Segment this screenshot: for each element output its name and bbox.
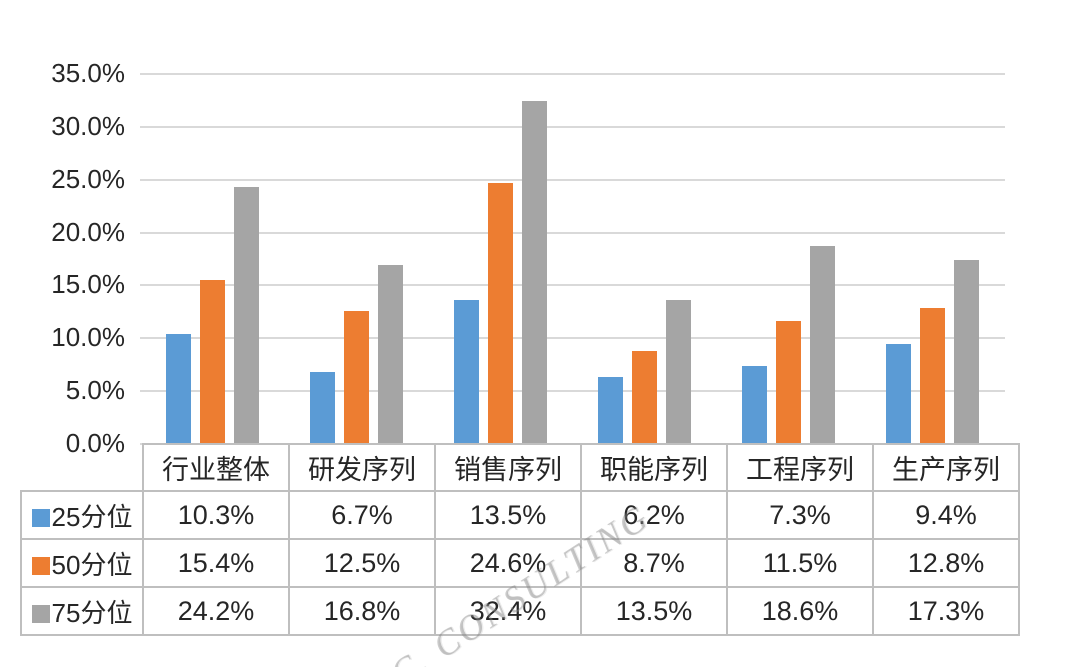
category-header: 生产序列 bbox=[872, 443, 1020, 492]
y-axis-tick-label: 25.0% bbox=[51, 163, 125, 194]
table-corner-empty bbox=[21, 444, 143, 491]
value-cell: 9.4% bbox=[872, 490, 1020, 540]
table-row: 25分位 10.3% 6.7% 13.5% 6.2% 7.3% 9.4% bbox=[20, 490, 1020, 540]
value-cell: 13.5% bbox=[580, 586, 728, 636]
value-cell: 17.3% bbox=[872, 586, 1020, 636]
bar-75分位 bbox=[377, 265, 403, 443]
y-axis-tick-label: 10.0% bbox=[51, 322, 125, 353]
category-header: 研发序列 bbox=[288, 443, 436, 492]
bar-25分位 bbox=[309, 372, 335, 443]
gridline bbox=[140, 390, 1005, 393]
bar-group bbox=[284, 73, 428, 443]
gridline bbox=[140, 73, 1005, 75]
gridline bbox=[140, 231, 1005, 234]
value-cell: 7.3% bbox=[726, 490, 874, 540]
bar-75分位 bbox=[810, 246, 836, 443]
value-cell: 18.6% bbox=[726, 586, 874, 636]
category-header: 行业整体 bbox=[142, 443, 290, 492]
value-cell: 15.4% bbox=[142, 538, 290, 588]
value-cell: 6.2% bbox=[580, 490, 728, 540]
gridline bbox=[140, 125, 1005, 128]
bar-25分位 bbox=[742, 365, 768, 443]
y-axis-tick-label: 30.0% bbox=[51, 110, 125, 141]
y-axis-tick-label: 0.0% bbox=[65, 428, 125, 458]
value-cell: 13.5% bbox=[434, 490, 582, 540]
gridline bbox=[140, 284, 1005, 287]
y-axis-tick-label: 15.0% bbox=[51, 269, 125, 300]
category-header: 工程序列 bbox=[726, 443, 874, 492]
legend-key-icon bbox=[31, 604, 50, 623]
plot-area bbox=[140, 73, 1005, 445]
legend-key-icon bbox=[31, 508, 50, 527]
category-header: 销售序列 bbox=[434, 443, 582, 492]
legend-key-icon bbox=[31, 556, 50, 575]
series-name: 75分位 bbox=[51, 597, 133, 628]
bar-75分位 bbox=[521, 100, 547, 443]
series-name: 25分位 bbox=[51, 501, 133, 532]
value-cell: 12.5% bbox=[288, 538, 436, 588]
bar-group bbox=[140, 73, 284, 443]
bar-25分位 bbox=[886, 343, 912, 443]
series-label-cell: 25分位 bbox=[20, 490, 144, 540]
bar-25分位 bbox=[453, 300, 479, 443]
value-cell: 8.7% bbox=[580, 538, 728, 588]
bar-50分位 bbox=[343, 310, 369, 443]
series-label-cell: 50分位 bbox=[20, 538, 144, 588]
bar-50分位 bbox=[776, 321, 802, 443]
bar-75分位 bbox=[233, 187, 259, 443]
bar-50分位 bbox=[632, 351, 658, 443]
bar-50分位 bbox=[920, 307, 946, 443]
value-cell: 11.5% bbox=[726, 538, 874, 588]
bar-group bbox=[573, 73, 717, 443]
value-cell: 6.7% bbox=[288, 490, 436, 540]
value-cell: 16.8% bbox=[288, 586, 436, 636]
series-name: 50分位 bbox=[51, 549, 133, 580]
bar-50分位 bbox=[487, 182, 513, 443]
table-row: 50分位 15.4% 12.5% 24.6% 8.7% 11.5% 12.8% bbox=[20, 538, 1020, 588]
table-row: 75分位 24.2% 16.8% 32.4% 13.5% 18.6% 17.3% bbox=[20, 586, 1020, 636]
bar-25分位 bbox=[598, 377, 624, 443]
bar-group bbox=[717, 73, 861, 443]
value-cell: 32.4% bbox=[434, 586, 582, 636]
bar-75分位 bbox=[954, 260, 980, 443]
value-cell: 12.8% bbox=[872, 538, 1020, 588]
series-label-cell: 75分位 bbox=[20, 586, 144, 636]
bar-25分位 bbox=[165, 334, 191, 443]
data-table: 行业整体 研发序列 销售序列 职能序列 工程序列 生产序列 25分位 10.3% 6.7% 13.… bbox=[20, 443, 1020, 636]
gridline bbox=[140, 337, 1005, 340]
y-axis-tick-label: 5.0% bbox=[65, 375, 125, 406]
y-axis-tick-label: 35.0% bbox=[51, 58, 125, 88]
category-header: 职能序列 bbox=[580, 443, 728, 492]
bar-75分位 bbox=[666, 300, 692, 443]
value-cell: 24.6% bbox=[434, 538, 582, 588]
bar-50分位 bbox=[199, 280, 225, 443]
bar-group bbox=[861, 73, 1005, 443]
value-cell: 24.2% bbox=[142, 586, 290, 636]
y-axis-tick-label: 20.0% bbox=[51, 216, 125, 247]
value-cell: 10.3% bbox=[142, 490, 290, 540]
bar-group bbox=[428, 73, 572, 443]
gridline bbox=[140, 178, 1005, 181]
